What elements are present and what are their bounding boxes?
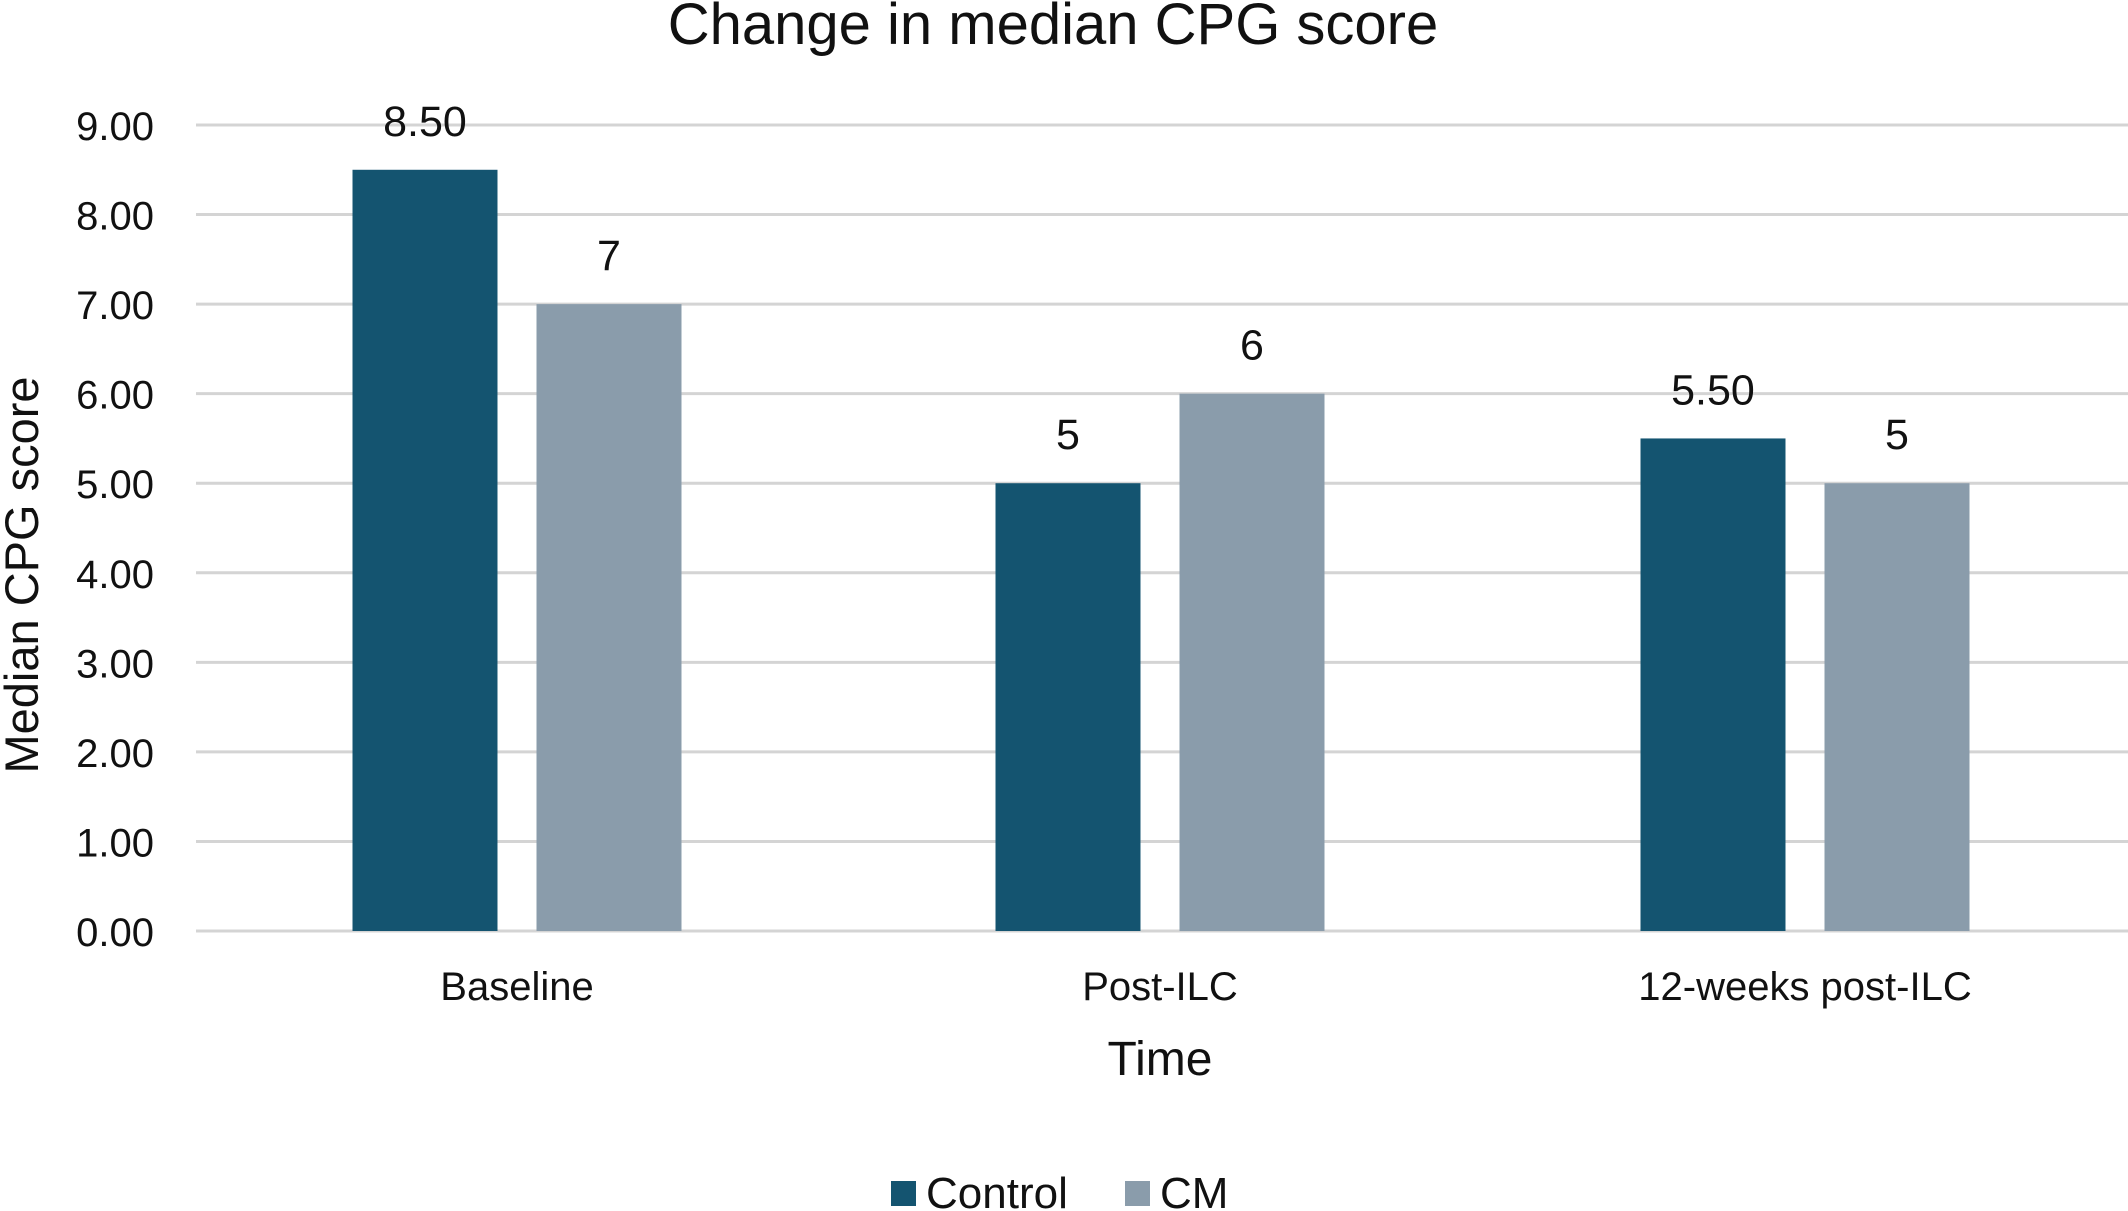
- y-tick-label: 9.00: [76, 105, 154, 149]
- data-labels: 8.50 5 5.50 7 6 5: [383, 98, 1909, 459]
- legend-label-control: Control: [926, 1169, 1068, 1211]
- legend: Control CM: [891, 1169, 1228, 1211]
- x-tick-label: Post-ILC: [1082, 965, 1238, 1009]
- y-tick-label: 1.00: [76, 821, 154, 865]
- y-axis-title: Median CPG score: [0, 376, 48, 773]
- bars: [352, 169, 1970, 932]
- data-label-cm: 5: [1885, 411, 1909, 459]
- data-label-control: 5.50: [1671, 366, 1755, 414]
- legend-label-cm: CM: [1160, 1169, 1228, 1211]
- y-tick-label: 6.00: [76, 374, 154, 418]
- data-label-cm: 7: [597, 232, 621, 280]
- bar-cm: [1179, 393, 1325, 932]
- bar-control: [995, 483, 1141, 931]
- legend-swatch-cm: [1125, 1181, 1150, 1206]
- bar-cm: [1824, 483, 1970, 931]
- data-label-control: 5: [1056, 411, 1080, 459]
- y-tick-label: 2.00: [76, 732, 154, 776]
- x-axis-title: Time: [1108, 1033, 1213, 1086]
- data-label-control: 8.50: [383, 98, 467, 146]
- bar-control: [352, 169, 498, 931]
- x-axis-ticks: Baseline Post-ILC 12-weeks post-ILC: [440, 965, 1971, 1009]
- y-tick-label: 3.00: [76, 642, 154, 686]
- y-axis-ticks: 0.00 1.00 2.00 3.00 4.00 5.00 6.00 7.00 8.00 9.00: [76, 105, 154, 955]
- chart-title: Change in median CPG score: [668, 0, 1439, 57]
- y-tick-label: 0.00: [76, 911, 154, 955]
- bar-cm: [536, 304, 682, 932]
- y-tick-label: 5.00: [76, 463, 154, 507]
- y-tick-label: 8.00: [76, 195, 154, 239]
- data-label-cm: 6: [1240, 322, 1264, 370]
- y-tick-label: 7.00: [76, 284, 154, 328]
- x-tick-label: Baseline: [440, 965, 593, 1009]
- bar-control: [1640, 438, 1786, 931]
- x-tick-label: 12-weeks post-ILC: [1638, 965, 1971, 1009]
- y-tick-label: 4.00: [76, 553, 154, 597]
- gridlines: [196, 123, 2128, 933]
- legend-swatch-control: [891, 1181, 916, 1206]
